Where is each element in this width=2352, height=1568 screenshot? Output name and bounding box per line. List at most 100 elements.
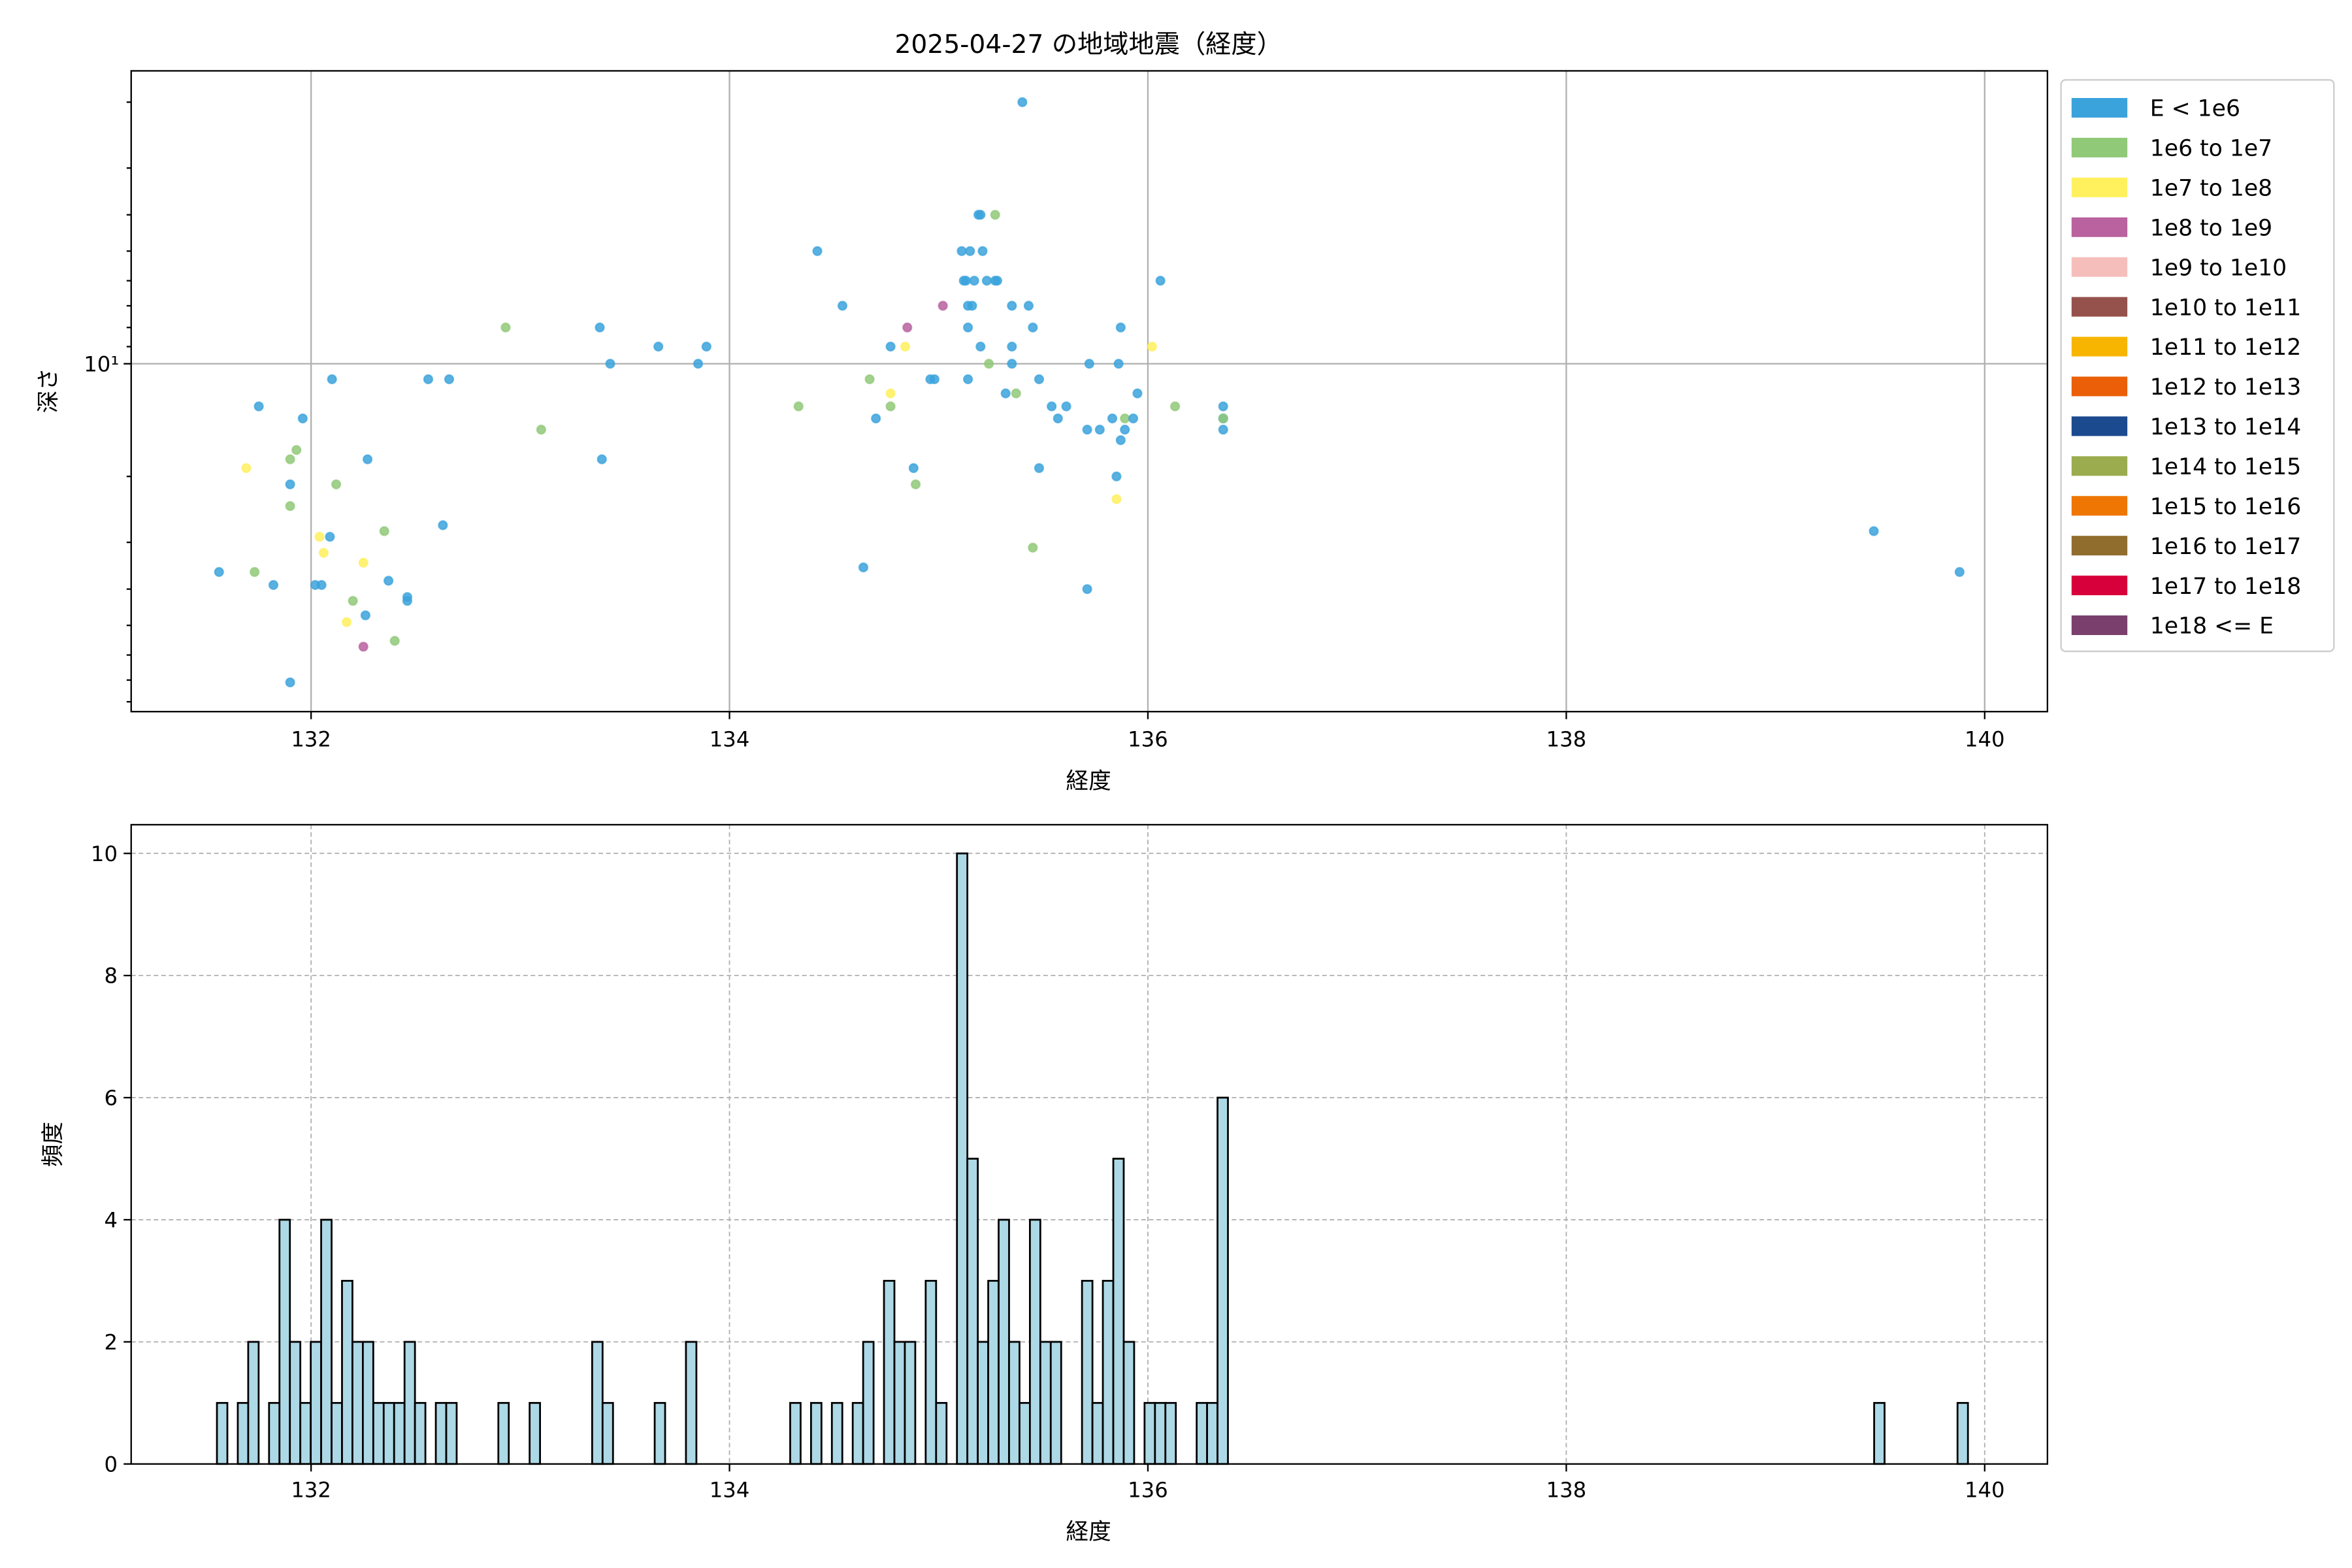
legend-entry: 1e6 to 1e7 (2071, 136, 2272, 162)
legend-swatch (2071, 297, 2128, 317)
histogram-xtick-label: 132 (291, 1478, 331, 1503)
scatter-xtick-label: 132 (291, 727, 331, 751)
histogram-bar (268, 1401, 281, 1465)
histogram-xlabel: 経度 (1066, 1519, 1111, 1545)
histogram-bar (1008, 1341, 1021, 1465)
histogram-bar (529, 1401, 541, 1465)
histogram-bar (362, 1341, 374, 1465)
legend-entry: 1e17 to 1e18 (2071, 574, 2301, 600)
scatter-point (214, 566, 224, 578)
scatter-point (965, 246, 975, 256)
scatter-point (285, 677, 295, 688)
scatter-point (956, 246, 967, 256)
histogram-bar (341, 1280, 353, 1465)
histogram-bar (434, 1401, 448, 1465)
scatter-point (871, 413, 881, 424)
legend-label: 1e16 to 1e17 (2150, 534, 2301, 560)
scatter-point (908, 463, 919, 474)
scatter-point (975, 341, 986, 352)
scatter-point (902, 322, 913, 333)
legend-entry: 1e16 to 1e17 (2071, 534, 2301, 560)
scatter-point (929, 374, 939, 385)
scatter-point (962, 322, 973, 333)
scatter-point (1011, 388, 1021, 399)
legend-swatch (2071, 456, 2128, 476)
histogram-bar (320, 1218, 333, 1465)
histogram-bar (1029, 1218, 1041, 1465)
legend-label: E < 1e6 (2150, 96, 2240, 122)
histogram-bar (237, 1401, 250, 1465)
histogram-bar (1196, 1401, 1208, 1465)
scatter-xtick-label: 134 (710, 727, 750, 751)
legend-label: 1e14 to 1e15 (2150, 454, 2301, 480)
scatter-point (384, 576, 394, 586)
histogram-axes: 0 2 4 6 8 10 132 134 136 138 140 (91, 824, 2048, 1503)
scatter-point (536, 425, 546, 435)
legend-swatch (2071, 98, 2128, 118)
histogram-bar (893, 1341, 906, 1465)
scatter-point (960, 276, 972, 286)
scatter-point (1218, 401, 1228, 412)
scatter-point (402, 596, 413, 606)
scatter-point (1128, 413, 1139, 424)
chart-title: 2025-04-27 の地域地震（経度） (894, 30, 1282, 59)
scatter-point (297, 413, 308, 424)
histogram-ytick-label: 10 (91, 841, 118, 866)
scatter-point (291, 445, 302, 455)
legend-label: 1e11 to 1e12 (2150, 335, 2301, 361)
scatter-point (1000, 388, 1011, 399)
scatter-point (1028, 322, 1038, 333)
legend-swatch (2071, 615, 2128, 635)
histogram-xtick-label: 140 (1965, 1478, 2005, 1503)
histogram-bar (1039, 1341, 1052, 1465)
scatter-point (1053, 413, 1063, 424)
histogram-xtick-label: 134 (710, 1478, 750, 1503)
scatter-xtick-label: 140 (1965, 727, 2005, 751)
histogram-xtick-label: 136 (1128, 1478, 1168, 1503)
histogram-bar (904, 1341, 917, 1465)
histogram-bar (247, 1341, 260, 1465)
scatter-point (1120, 425, 1130, 435)
scatter-point (1869, 526, 1879, 536)
histogram-ytick-label: 4 (104, 1207, 118, 1232)
legend-label: 1e12 to 1e13 (2150, 374, 2301, 400)
legend-label: 1e9 to 1e10 (2150, 255, 2287, 281)
scatter-point (1107, 413, 1118, 424)
scatter-point (596, 454, 607, 465)
histogram-bar (998, 1218, 1010, 1465)
scatter-point (360, 610, 371, 621)
legend-entry: 1e13 to 1e14 (2071, 414, 2301, 440)
scatter-point (316, 580, 327, 591)
histogram-bar (497, 1401, 510, 1465)
scatter-point (595, 322, 605, 333)
scatter-point (285, 500, 295, 512)
scatter-point (900, 341, 911, 352)
scatter-point (1111, 494, 1122, 504)
scatter-point (325, 532, 335, 542)
scatter-ylabel: 深さ (35, 368, 61, 413)
scatter-point (812, 246, 823, 256)
histogram-bar (987, 1280, 1000, 1465)
legend-label: 1e13 to 1e14 (2150, 414, 2301, 440)
scatter-point (967, 301, 977, 311)
scatter-point (605, 359, 615, 369)
scatter-point (1023, 301, 1034, 311)
histogram-bar (1956, 1401, 1969, 1465)
scatter-point (910, 479, 921, 489)
histogram-bar (956, 852, 969, 1465)
scatter-point (1111, 471, 1122, 482)
scatter-point (500, 322, 511, 333)
scatter-point (938, 301, 948, 311)
scatter-point (962, 374, 973, 385)
scatter-point (1147, 341, 1157, 352)
scatter-point (1047, 401, 1057, 412)
scatter-point (1113, 359, 1124, 369)
histogram-bar (414, 1401, 427, 1465)
scatter-point (358, 557, 368, 568)
scatter-point (969, 276, 979, 286)
histogram-bar (403, 1341, 416, 1465)
scatter-point (1120, 413, 1130, 424)
scatter-point (362, 454, 373, 465)
scatter-point (327, 374, 337, 385)
scatter-point (1132, 388, 1143, 399)
